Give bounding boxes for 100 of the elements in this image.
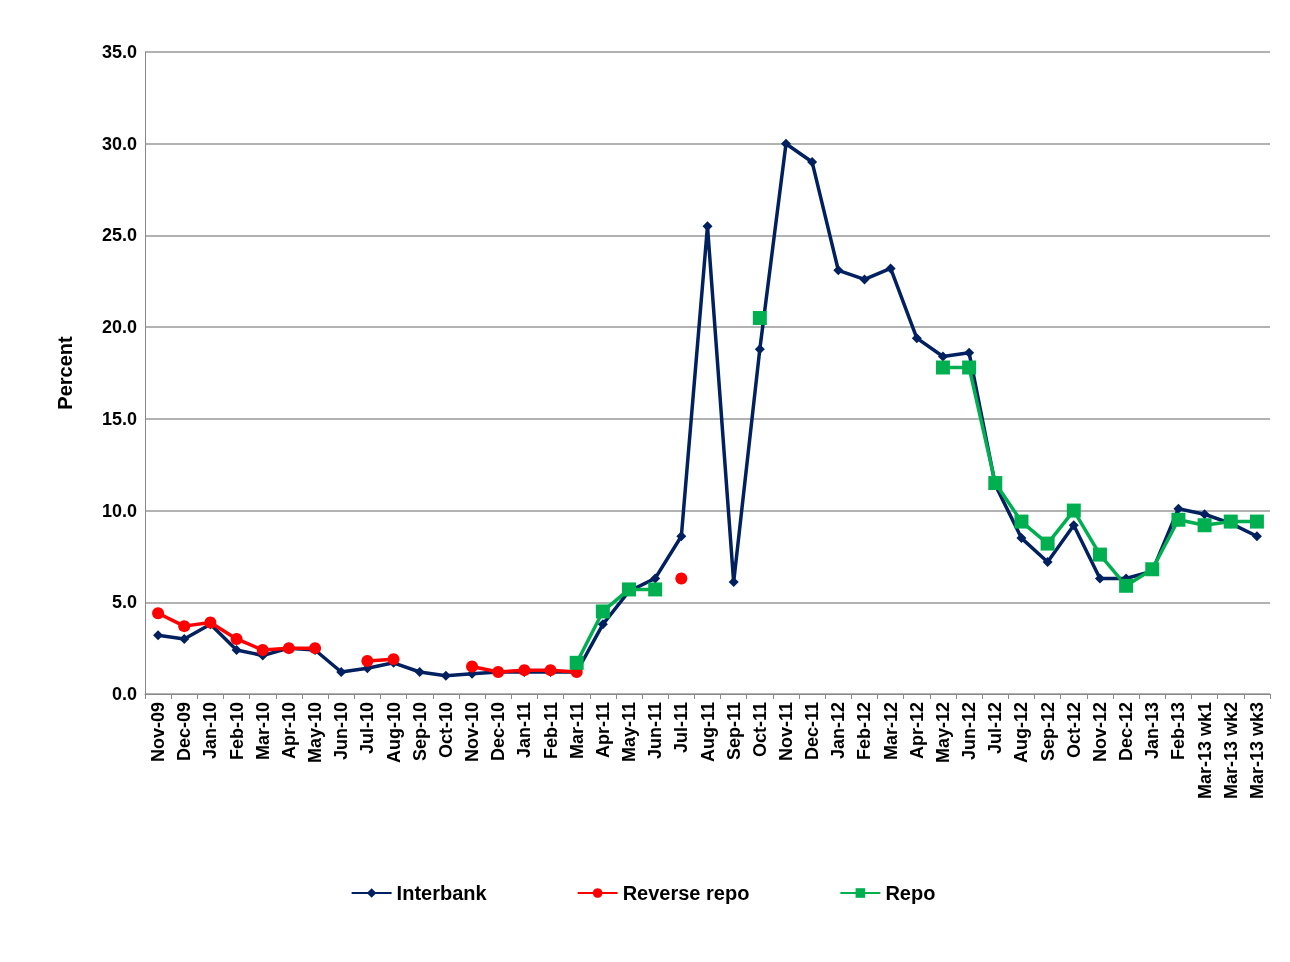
x-tick-label: Jul-11 — [671, 702, 692, 754]
point — [178, 620, 191, 633]
point — [440, 670, 451, 681]
point — [622, 582, 637, 597]
point — [1197, 518, 1212, 533]
x-tick-label: Feb-13 — [1168, 702, 1189, 761]
point — [1042, 556, 1053, 567]
point — [728, 577, 739, 588]
point — [1171, 512, 1186, 527]
x-tick-label: Dec-10 — [488, 702, 509, 762]
x-tick-label: Mar-11 — [566, 702, 587, 760]
point — [179, 633, 190, 644]
point — [256, 643, 269, 656]
point — [597, 619, 608, 630]
point — [152, 607, 165, 620]
x-tick-label: Oct-11 — [749, 702, 770, 758]
point — [336, 666, 347, 677]
x-tick-label: May-10 — [305, 702, 326, 764]
point — [780, 138, 791, 149]
x-tick-label: Dec-12 — [1116, 702, 1137, 762]
point — [937, 351, 948, 362]
x-tick-label: Apr-10 — [278, 702, 299, 760]
x-tick-label: May-12 — [932, 702, 953, 764]
point — [466, 660, 479, 673]
point — [1068, 520, 1079, 531]
y-tick-label: 35.0 — [101, 42, 137, 62]
x-tick-label: Nov-09 — [148, 702, 169, 763]
legend-label: Interbank — [396, 882, 488, 904]
point — [1251, 531, 1262, 542]
point — [1145, 562, 1160, 577]
y-tick-label: 20.0 — [101, 317, 137, 338]
y-tick-label: 15.0 — [101, 408, 137, 429]
point — [414, 666, 425, 677]
point — [752, 310, 767, 325]
x-tick-label: Mar-10 — [252, 702, 273, 761]
x-tick-label: Nov-11 — [775, 702, 796, 762]
x-tick-label: Jun-12 — [959, 702, 980, 761]
point — [911, 333, 922, 344]
x-tick-label: Jan-12 — [828, 702, 849, 760]
x-tick-label: Oct-12 — [1063, 702, 1084, 759]
x-tick-label: Dec-09 — [174, 702, 195, 762]
point — [230, 632, 243, 645]
point — [650, 573, 661, 584]
x-tick-label: Jun-11 — [645, 702, 666, 760]
point — [833, 265, 844, 276]
point — [676, 531, 687, 542]
x-tick-label: Nov-12 — [1089, 702, 1110, 763]
x-tick-label: Aug-12 — [1011, 702, 1032, 764]
x-tick-label: May-11 — [619, 702, 640, 763]
point — [1066, 503, 1081, 518]
x-tick-label: Mar-13 wk3 — [1246, 702, 1267, 800]
x-tick-label: Feb-12 — [854, 702, 875, 761]
x-tick-label: Mar-13 wk2 — [1220, 702, 1241, 800]
x-tick-label: Sep-10 — [409, 702, 430, 762]
x-tick-label: Oct-10 — [435, 702, 456, 759]
point — [387, 653, 400, 666]
x-tick-label: Jan-11 — [514, 702, 535, 759]
x-tick-label: Nov-10 — [462, 702, 483, 763]
x-tick-label: Jul-10 — [357, 702, 378, 755]
x-tick-label: Aug-11 — [697, 702, 718, 763]
point — [231, 644, 242, 655]
x-tick-label: Sep-11 — [723, 702, 744, 761]
point — [935, 360, 950, 375]
y-tick-label: 0.0 — [111, 684, 137, 704]
x-tick-label: Jul-12 — [985, 702, 1006, 755]
legend-label: Reverse repo — [622, 882, 750, 904]
x-tick-label: Sep-12 — [1037, 702, 1058, 762]
y-tick-label: 5.0 — [111, 592, 137, 613]
legend-label: Repo — [885, 882, 936, 904]
x-tick-label: Jun-10 — [331, 702, 352, 761]
point — [1223, 514, 1238, 529]
point — [1119, 578, 1134, 593]
y-axis-title: Percent — [54, 335, 76, 410]
x-tick-label: Apr-11 — [592, 702, 613, 759]
point — [1094, 573, 1105, 584]
point — [1199, 509, 1210, 520]
point — [153, 630, 164, 641]
point — [859, 274, 870, 285]
x-tick-label: Feb-11 — [540, 702, 561, 760]
y-tick-label: 25.0 — [101, 225, 137, 246]
x-tick-label: Jan-13 — [1142, 702, 1163, 760]
x-tick-label: Dec-11 — [802, 702, 823, 761]
point — [569, 655, 584, 670]
point — [595, 604, 610, 619]
x-tick-label: Apr-12 — [906, 702, 927, 760]
x-tick-label: Jan-10 — [200, 702, 221, 760]
point — [1249, 514, 1264, 529]
point — [962, 360, 977, 375]
point — [1040, 536, 1055, 551]
point — [1173, 503, 1184, 514]
point — [1014, 514, 1029, 529]
point — [675, 572, 688, 585]
point — [361, 654, 374, 667]
point — [1092, 547, 1107, 562]
point — [1016, 533, 1027, 544]
x-tick-label: Mar-13 wk1 — [1194, 702, 1215, 800]
point — [885, 263, 896, 274]
point — [964, 347, 975, 358]
point — [807, 157, 818, 168]
y-tick-label: 30.0 — [101, 133, 137, 154]
